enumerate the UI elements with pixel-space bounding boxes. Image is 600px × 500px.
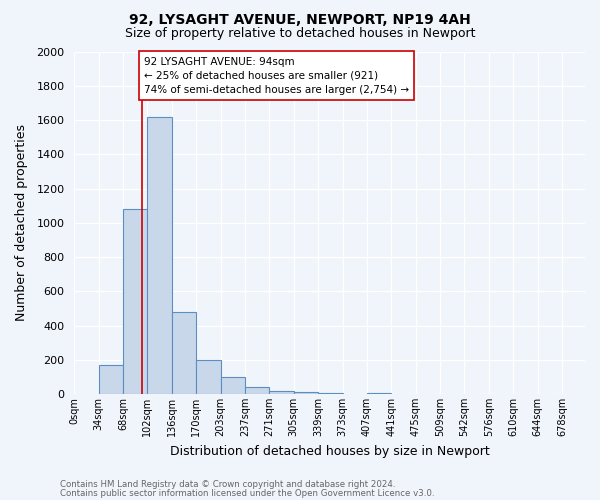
Bar — [148, 116, 172, 394]
Bar — [221, 377, 245, 394]
Text: 92, LYSAGHT AVENUE, NEWPORT, NP19 4AH: 92, LYSAGHT AVENUE, NEWPORT, NP19 4AH — [129, 12, 471, 26]
Text: Contains HM Land Registry data © Crown copyright and database right 2024.: Contains HM Land Registry data © Crown c… — [60, 480, 395, 489]
Bar — [98, 365, 123, 394]
Bar — [294, 392, 318, 394]
Text: Size of property relative to detached houses in Newport: Size of property relative to detached ho… — [125, 28, 475, 40]
Text: 92 LYSAGHT AVENUE: 94sqm
← 25% of detached houses are smaller (921)
74% of semi-: 92 LYSAGHT AVENUE: 94sqm ← 25% of detach… — [144, 56, 409, 94]
Bar — [172, 312, 196, 394]
Bar — [367, 393, 391, 394]
X-axis label: Distribution of detached houses by size in Newport: Distribution of detached houses by size … — [170, 444, 490, 458]
Bar — [318, 393, 343, 394]
Bar — [245, 387, 269, 394]
Y-axis label: Number of detached properties: Number of detached properties — [15, 124, 28, 322]
Bar — [196, 360, 221, 394]
Text: Contains public sector information licensed under the Open Government Licence v3: Contains public sector information licen… — [60, 488, 434, 498]
Bar — [123, 209, 148, 394]
Bar — [269, 390, 294, 394]
